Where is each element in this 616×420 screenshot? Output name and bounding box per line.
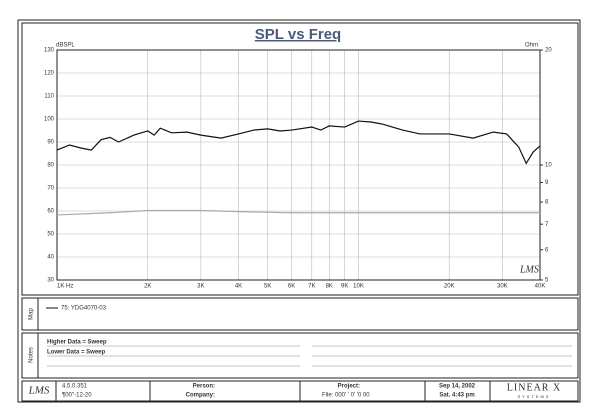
y-tick-label: 50: [47, 232, 54, 238]
map-label: Map: [29, 308, 35, 320]
person: Person:: [193, 384, 215, 390]
chart-panel: [21, 22, 579, 296]
x-tick-label: 9K: [341, 284, 348, 290]
y2-tick-label: 7: [545, 222, 549, 228]
x-tick-label: 4K: [235, 284, 242, 290]
x-tick-label: 1K Hz: [57, 284, 73, 290]
x-tick-label: 8K: [326, 284, 333, 290]
watermark: LMS: [519, 264, 539, 275]
y-tick-label: 130: [44, 48, 55, 54]
x-tick-label: 40K: [535, 284, 546, 290]
y-tick-label: 30: [47, 278, 54, 284]
brand: LINEAR X: [507, 382, 561, 393]
y2-tick-label: 8: [545, 200, 549, 206]
y-axis-label: dBSPL: [56, 43, 75, 49]
x-tick-label: 7K: [308, 284, 315, 290]
footer-logo: LMS: [28, 385, 50, 397]
note-line: Higher Data = Sweep: [47, 340, 107, 346]
x-tick-label: 10K: [353, 284, 364, 290]
chart-title: SPL vs Freq: [255, 26, 341, 43]
x-tick-label: 20K: [444, 284, 455, 290]
plot-frame: [56, 49, 541, 281]
x-tick-label: 6K: [288, 284, 295, 290]
footer-dividers: [55, 381, 491, 401]
y2-tick-label: 10: [545, 163, 552, 169]
y2-tick-label: 9: [545, 180, 549, 186]
y-tick-label: 70: [47, 186, 54, 192]
y-tick-label: 80: [47, 163, 54, 169]
data-line: [56, 120, 541, 165]
y-tick-label: 90: [47, 140, 54, 146]
y-tick-label: 120: [44, 71, 55, 77]
x-tick-label: 2K: [144, 284, 151, 290]
file: File: 000' ' 0' '0 00: [322, 393, 370, 399]
version: 4.5.0.351: [62, 384, 88, 390]
x-tick-label: 3K: [197, 284, 204, 290]
note-rules: [47, 345, 572, 367]
legend-entry: 75: YDG4070-03: [61, 306, 107, 312]
notes-panel: [21, 332, 579, 379]
company: Company:: [186, 393, 215, 399]
y2-tick-label: 5: [545, 278, 549, 284]
x-tick-label: 5K: [264, 284, 271, 290]
date-code: ¶00''-12-20: [62, 393, 92, 399]
y2-tick-label: 6: [545, 247, 549, 253]
project: Project:: [338, 384, 360, 390]
y2-axis-label: Ohm: [525, 43, 538, 49]
date: Sep 14, 2002: [439, 384, 476, 390]
data-line: [56, 209, 540, 216]
brand-sub: SYSTEMS: [517, 394, 550, 399]
y-tick-label: 100: [44, 117, 55, 123]
y-tick-label: 110: [44, 94, 54, 100]
outer-frame: [17, 19, 581, 403]
x-tick-label: 30K: [497, 284, 508, 290]
map-panel: [21, 297, 579, 331]
y-tick-label: 60: [47, 209, 54, 215]
y-tick-label: 40: [47, 255, 54, 261]
time: Sat. 4:43 pm: [439, 393, 474, 399]
note-line: Lower Data = Sweep: [47, 350, 106, 356]
y2-tick-label: 20: [545, 48, 552, 54]
notes-label: Notes: [29, 347, 35, 363]
